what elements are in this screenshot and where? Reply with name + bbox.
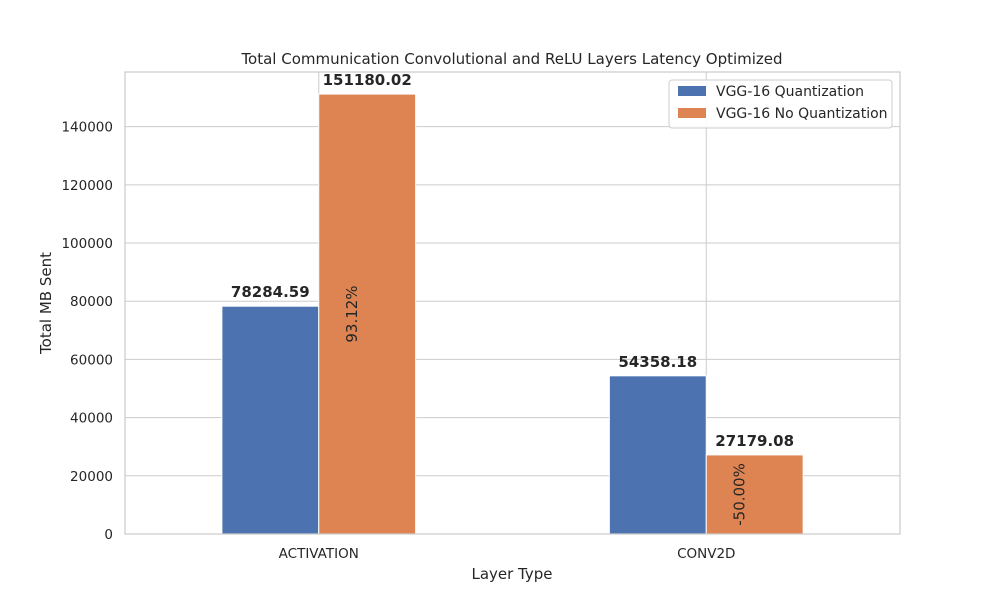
bar [608, 375, 707, 535]
bar [318, 93, 417, 535]
legend-entry: VGG-16 No Quantization [716, 106, 888, 122]
legend-box [668, 79, 893, 129]
y-tick-label: 20000 [70, 469, 113, 485]
legend: VGG-16 Quantization VGG-16 No Quantizatio… [668, 79, 893, 129]
bar-value-label: 54358.18 [618, 353, 697, 371]
legend-swatch [678, 108, 706, 118]
legend-swatch [678, 86, 706, 96]
y-tick-label: 80000 [70, 294, 113, 310]
data-labels: 78284.59 54358.18 151180.02 27179.08 93.12% -… [231, 71, 794, 526]
bar [221, 305, 320, 535]
y-tick-label: 40000 [70, 411, 113, 427]
bar-value-label: 78284.59 [231, 283, 310, 301]
x-axis-label: Layer Type [471, 565, 552, 583]
bar-value-label: 27179.08 [715, 432, 794, 450]
y-tick-label: 120000 [61, 178, 113, 194]
y-tick-label: 140000 [61, 120, 113, 136]
y-tick-label: 0 [104, 527, 113, 543]
y-tick-labels: 0 20000 40000 60000 80000 100000 120000 140000 [61, 120, 113, 543]
legend-entry: VGG-16 Quantization [716, 84, 864, 100]
y-tick-label: 100000 [61, 236, 113, 252]
chart-title: Total Communication Convolutional and Re… [240, 50, 782, 68]
x-tick-labels: ACTIVATION CONV2D [279, 546, 736, 562]
bar [705, 454, 804, 535]
y-tick-label: 60000 [70, 352, 113, 368]
bars [221, 93, 804, 535]
x-tick-label: CONV2D [677, 546, 735, 562]
y-axis-label: Total MB Sent [37, 252, 55, 355]
percent-change-label: -50.00% [731, 463, 749, 526]
percent-change-label: 93.12% [343, 285, 361, 342]
plot-frame [124, 71, 901, 535]
bar-value-label: 151180.02 [323, 71, 412, 89]
x-tick-label: ACTIVATION [279, 546, 359, 562]
